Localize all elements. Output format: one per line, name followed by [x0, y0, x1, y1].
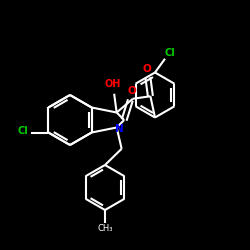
Text: CH₃: CH₃ [97, 224, 113, 233]
Text: Cl: Cl [164, 48, 175, 58]
Text: O: O [127, 86, 136, 96]
Text: Cl: Cl [18, 126, 29, 136]
Text: N: N [115, 124, 124, 134]
Text: OH: OH [105, 79, 121, 89]
Text: O: O [142, 64, 151, 74]
